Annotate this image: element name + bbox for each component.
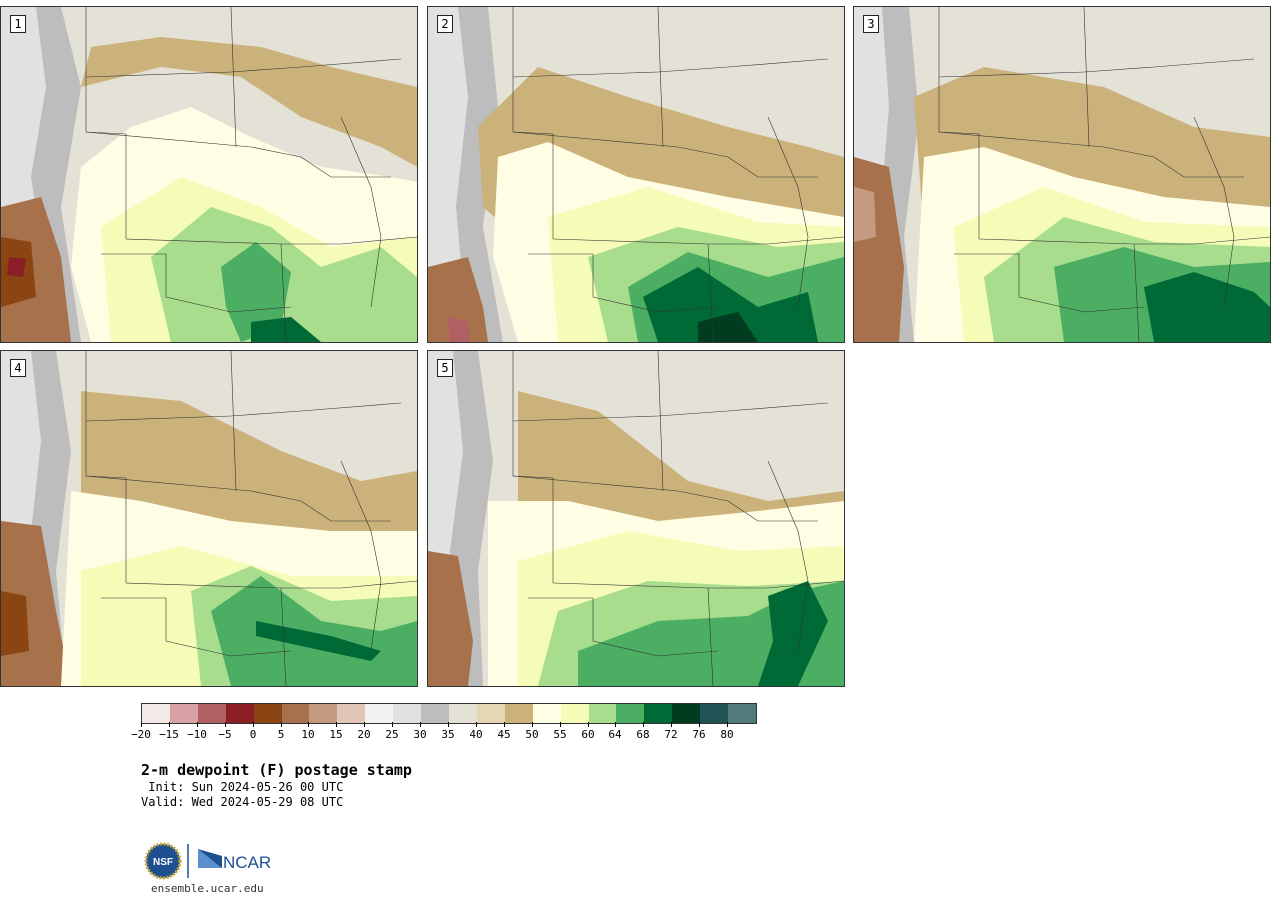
colorbar-segment xyxy=(281,704,310,723)
colorbar-tick xyxy=(671,722,672,727)
colorbar-segment xyxy=(728,704,756,723)
colorbar-tick-label: 30 xyxy=(413,728,427,741)
colorbar-tick xyxy=(364,722,365,727)
valid-time: Valid: Wed 2024-05-29 08 UTC xyxy=(141,795,344,809)
colorbar-tick-label: −10 xyxy=(187,728,207,741)
colorbar-segment xyxy=(337,704,366,723)
colorbar-tick xyxy=(169,722,170,727)
panel-number-2: 2 xyxy=(437,15,453,33)
panel-number-4: 4 xyxy=(10,359,26,377)
colorbar-tick xyxy=(448,722,449,727)
colorbar-segment xyxy=(504,704,533,723)
colorbar-segment xyxy=(476,704,505,723)
dewpoint-map-5 xyxy=(428,351,844,686)
colorbar-segment xyxy=(672,704,701,723)
colorbar-tick-label: 80 xyxy=(720,728,734,741)
site-url: ensemble.ucar.edu xyxy=(151,882,264,895)
colorbar-tick-label: 60 xyxy=(581,728,595,741)
colorbar-segment xyxy=(421,704,449,723)
dewpoint-map-2 xyxy=(428,7,844,342)
panel-number-3: 3 xyxy=(863,15,879,33)
colorbar-tick xyxy=(727,722,728,727)
colorbar-ticks: −20 −15 −10 −5 0 5 10 15 20 25 30 35 40 45 50 55 60 64 68 7… xyxy=(131,722,757,742)
colorbar-segment xyxy=(588,704,617,723)
colorbar-tick xyxy=(560,722,561,727)
plot-title: 2-m dewpoint (F) postage stamp xyxy=(141,761,412,779)
colorbar-tick xyxy=(532,722,533,727)
colorbar-tick-label: −15 xyxy=(159,728,179,741)
colorbar-tick-label: 15 xyxy=(329,728,343,741)
panel-number-1: 1 xyxy=(10,15,26,33)
colorbar-tick xyxy=(197,722,198,727)
colorbar-segment xyxy=(169,704,198,723)
colorbar-tick-label: 40 xyxy=(469,728,483,741)
init-time: Init: Sun 2024-05-26 00 UTC xyxy=(141,780,344,794)
colorbar-tick xyxy=(420,722,421,727)
colorbar-tick xyxy=(476,722,477,727)
colorbar-tick-label: 20 xyxy=(357,728,371,741)
colorbar-tick xyxy=(281,722,282,727)
colorbar-segment xyxy=(560,704,589,723)
colorbar-tick xyxy=(308,722,309,727)
map-panel-5: 5 xyxy=(427,350,845,687)
colorbar-segment xyxy=(644,704,673,723)
colorbar-tick-label: 64 xyxy=(608,728,622,741)
colorbar-tick xyxy=(504,722,505,727)
logos: NSF NCAR xyxy=(144,842,284,882)
map-panel-1: 1 xyxy=(0,6,418,343)
colorbar-tick-label: 76 xyxy=(692,728,706,741)
colorbar-segment xyxy=(532,704,561,723)
colorbar-segment xyxy=(225,704,254,723)
panel-number-5: 5 xyxy=(437,359,453,377)
colorbar-tick xyxy=(699,722,700,727)
map-panel-3: 3 xyxy=(853,6,1271,343)
colorbar-tick-label: 5 xyxy=(277,728,285,741)
dewpoint-map-4 xyxy=(1,351,417,686)
colorbar-segment xyxy=(616,704,645,723)
colorbar-tick-label: −20 xyxy=(131,728,151,741)
colorbar-tick-label: 45 xyxy=(497,728,511,741)
colorbar-tick-label: 10 xyxy=(301,728,315,741)
colorbar-tick xyxy=(253,722,254,727)
colorbar-tick-label: 35 xyxy=(441,728,455,741)
colorbar-segment xyxy=(309,704,338,723)
nsf-logo-text: NSF xyxy=(153,857,173,868)
dewpoint-map-1 xyxy=(1,7,417,342)
colorbar-tick xyxy=(588,722,589,727)
dewpoint-map-3 xyxy=(854,7,1270,342)
colorbar-tick-label: 25 xyxy=(385,728,399,741)
colorbar-tick xyxy=(615,722,616,727)
colorbar-tick xyxy=(141,722,142,727)
colorbar-segment xyxy=(142,704,170,723)
colorbar-segment xyxy=(700,704,729,723)
colorbar-segment xyxy=(393,704,422,723)
colorbar-segment xyxy=(253,704,282,723)
map-panel-2: 2 xyxy=(427,6,845,343)
colorbar-tick-label: 68 xyxy=(636,728,650,741)
colorbar-tick xyxy=(225,722,226,727)
nsf-ncar-logo: NSF NCAR xyxy=(144,842,271,880)
colorbar-tick-label: −5 xyxy=(218,728,232,741)
colorbar-segment xyxy=(448,704,477,723)
colorbar-tick-label: 0 xyxy=(249,728,257,741)
colorbar-tick xyxy=(643,722,644,727)
colorbar-tick-label: 50 xyxy=(525,728,539,741)
colorbar-tick-label: 55 xyxy=(553,728,567,741)
colorbar-tick-label: 72 xyxy=(664,728,678,741)
ncar-logo-text: NCAR xyxy=(223,853,271,872)
colorbar-segment xyxy=(365,704,394,723)
map-panel-4: 4 xyxy=(0,350,418,687)
colorbar-segment xyxy=(197,704,226,723)
colorbar-tick xyxy=(336,722,337,727)
dewpoint-colorbar xyxy=(141,703,757,724)
colorbar-tick xyxy=(392,722,393,727)
